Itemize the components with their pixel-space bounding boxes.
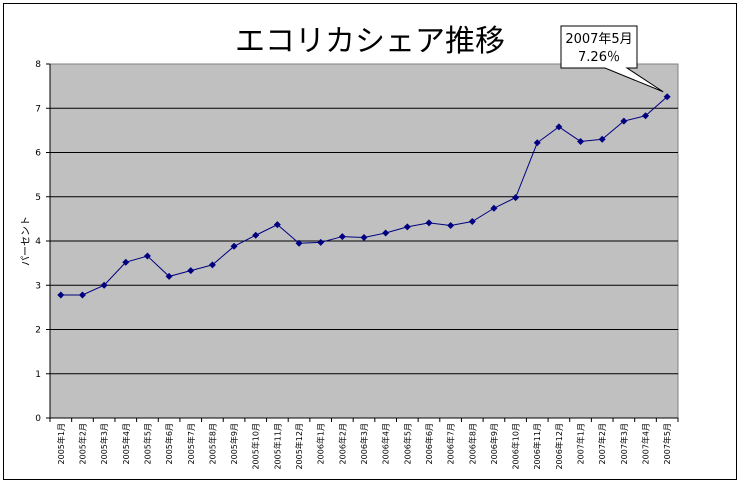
x-tick-label: 2005年10月 [251, 423, 261, 470]
data-point [122, 258, 130, 266]
x-tick-label: 2005年3月 [99, 423, 109, 464]
x-tick-label: 2006年8月 [467, 423, 477, 464]
x-tick-label: 2007年4月 [641, 423, 651, 464]
data-point [143, 252, 151, 260]
y-tick-label: 1 [35, 370, 41, 380]
data-point [230, 242, 238, 250]
x-tick-label: 2007年5月 [662, 423, 672, 464]
data-point [447, 222, 455, 230]
data-point [382, 229, 390, 237]
x-tick-label: 2007年1月 [576, 423, 586, 464]
data-point [468, 218, 476, 226]
series-line-group [57, 93, 671, 299]
data-point [490, 204, 498, 212]
data-point [187, 267, 195, 275]
data-point [512, 194, 520, 202]
data-point [598, 135, 606, 143]
x-tick-label: 2005年8月 [207, 423, 217, 464]
data-point [295, 239, 303, 247]
data-point [360, 233, 368, 241]
y-tick-label: 5 [35, 193, 41, 203]
x-tick-label: 2006年6月 [424, 423, 434, 464]
x-tick-label: 2005年4月 [121, 423, 131, 464]
x-tick-label: 2006年1月 [316, 423, 326, 464]
x-tick-label: 2007年3月 [619, 423, 629, 464]
data-point [100, 281, 108, 289]
x-tick-label: 2005年2月 [77, 423, 87, 464]
y-tick-label: 7 [35, 104, 41, 114]
data-point [57, 291, 65, 299]
x-tick-label: 2005年11月 [272, 423, 282, 470]
y-tick-label: 6 [35, 149, 41, 159]
data-point [78, 291, 86, 299]
x-tick-label: 2006年2月 [337, 423, 347, 464]
x-tick-label: 2006年10月 [511, 423, 521, 470]
y-tick-label: 2 [35, 326, 41, 336]
chart-title: エコリカシェア推移 [235, 24, 505, 59]
callout-box [560, 25, 664, 93]
data-point [663, 93, 671, 101]
x-tick-label: 2005年5月 [142, 423, 152, 464]
x-tick-label: 2005年12月 [294, 423, 304, 470]
data-point [317, 238, 325, 246]
data-point [273, 221, 281, 229]
data-point [338, 233, 346, 241]
x-tick-label: 2006年9月 [489, 423, 499, 464]
y-tick-label: 3 [35, 281, 41, 291]
x-tick-label: 2006年12月 [554, 423, 564, 470]
data-point [403, 223, 411, 231]
data-point [252, 231, 260, 239]
y-axis-ticks: 0 1 2 3 4 5 6 7 8 [35, 60, 678, 424]
x-tick-label: 2005年9月 [229, 423, 239, 464]
x-tick-label: 2006年11月 [532, 423, 542, 470]
y-tick-label: 4 [35, 237, 41, 247]
callout-label-value: 7.26％ [578, 50, 620, 65]
callout-label-date: 2007年5月 [565, 32, 632, 47]
x-tick-label: 2006年7月 [446, 423, 456, 464]
data-point [425, 219, 433, 227]
y-tick-label: 8 [35, 60, 41, 70]
data-point [620, 117, 628, 125]
x-tick-label: 2006年4月 [381, 423, 391, 464]
gridlines [50, 107, 678, 375]
data-point [208, 261, 216, 269]
x-axis-ticks: 2005年1月 2005年2月 2005年3月 2005年4月 2005年5月 2005年… [49, 418, 679, 470]
data-point [533, 139, 541, 147]
x-tick-label: 2007年2月 [597, 423, 607, 464]
x-tick-label: 2005年7月 [186, 423, 196, 464]
data-point [642, 112, 650, 120]
x-tick-label: 2006年3月 [359, 423, 369, 464]
callout-annotation: 2007年5月 7.26％ [560, 25, 664, 93]
x-tick-label: 2005年1月 [56, 423, 66, 464]
data-point [577, 137, 585, 145]
data-point [165, 272, 173, 280]
y-tick-label: 0 [35, 414, 41, 424]
data-point [555, 123, 563, 131]
x-tick-label: 2005年6月 [164, 423, 174, 464]
y-axis-label: パーセント [20, 216, 32, 266]
x-tick-label: 2006年5月 [402, 423, 412, 464]
